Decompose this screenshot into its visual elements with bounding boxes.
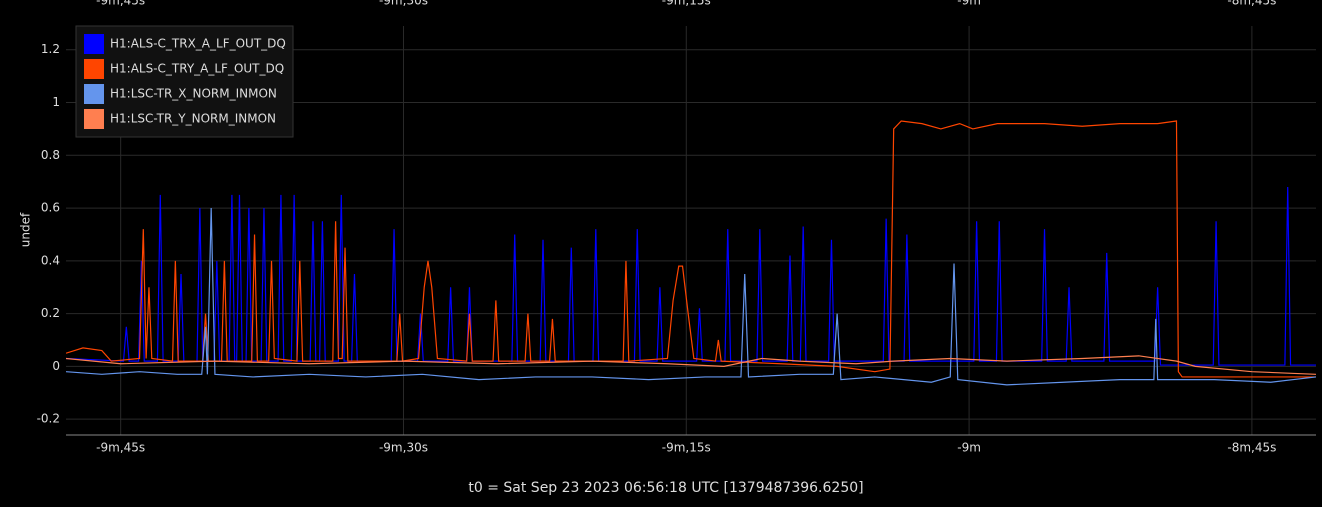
x-axis-title: t0 = Sat Sep 23 2023 06:56:18 UTC [13794… — [468, 480, 863, 496]
y-tick-label: 1 — [52, 95, 60, 109]
legend-label: H1:ALS-C_TRX_A_LF_OUT_DQ — [110, 37, 286, 51]
legend-label: H1:LSC-TR_Y_NORM_INMON — [110, 112, 276, 126]
x-tick-label: -9m,15s — [662, 441, 711, 455]
x-tick-label: -9m,30s — [379, 441, 428, 455]
series-line — [66, 355, 1316, 375]
x-tick-label-top: -9m,45s — [96, 0, 145, 8]
x-tick-label: -9m — [957, 441, 981, 455]
y-axis-label: undef — [19, 212, 33, 247]
legend-swatch — [84, 34, 104, 54]
x-tick-label: -8m,45s — [1227, 441, 1276, 455]
plot-area — [66, 120, 1316, 386]
x-tick-label-top: -9m — [957, 0, 981, 8]
y-tick-label: 0.4 — [41, 253, 60, 267]
y-tick-label: 0.8 — [41, 148, 60, 162]
y-tick-label: 0 — [52, 359, 60, 373]
y-tick-label: 1.2 — [41, 42, 60, 56]
x-tick-label: -9m,45s — [96, 441, 145, 455]
legend-label: H1:LSC-TR_X_NORM_INMON — [110, 87, 277, 101]
series-line — [66, 120, 1316, 378]
legend-box — [75, 25, 294, 138]
legend-swatch — [84, 59, 104, 79]
legend-swatch — [84, 84, 104, 104]
legend: H1:ALS-C_TRX_A_LF_OUT_DQ H1:ALS-C_TRY_A_L… — [75, 25, 294, 138]
legend-label: H1:ALS-C_TRY_A_LF_OUT_DQ — [110, 62, 284, 76]
y-tick-label: 0.2 — [41, 306, 60, 320]
x-tick-label-top: -9m,15s — [662, 0, 711, 8]
x-tick-label-top: -8m,45s — [1227, 0, 1276, 8]
y-tick-label: -0.2 — [37, 412, 60, 426]
legend-swatch — [84, 109, 104, 129]
x-tick-label-top: -9m,30s — [379, 0, 428, 8]
series-line — [66, 208, 1316, 386]
y-tick-label: 0.6 — [41, 201, 60, 215]
